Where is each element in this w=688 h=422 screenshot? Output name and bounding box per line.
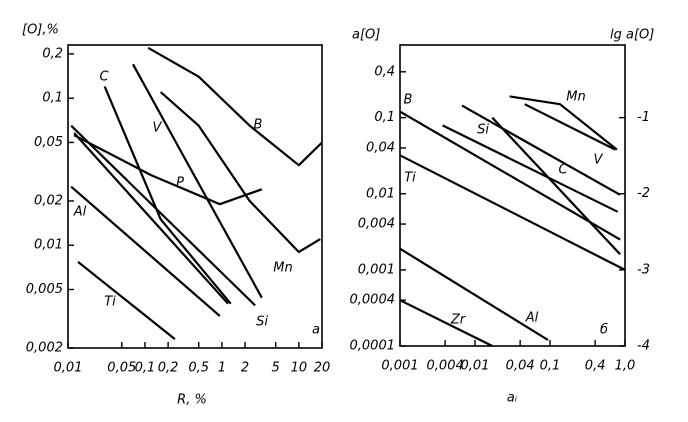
curve <box>524 103 616 151</box>
curve <box>509 95 618 151</box>
curve <box>70 124 256 307</box>
curve-label: V <box>594 153 604 168</box>
y2-tick-label: -3 <box>637 262 650 277</box>
curve <box>103 86 232 305</box>
curve-label: P <box>176 176 184 191</box>
plot-frame <box>67 44 323 349</box>
y-tick-label: 0,001 <box>358 262 395 277</box>
curve <box>70 185 221 317</box>
x-tick-label: 0,04 <box>506 359 535 374</box>
curve <box>399 247 549 341</box>
y-tick-label: 0,004 <box>358 217 395 232</box>
x-tick-label: 2 <box>241 361 249 376</box>
x-tick-label: 20 <box>314 361 331 376</box>
curve-label: Si <box>477 123 489 138</box>
curve-label: B <box>254 118 263 133</box>
panel-label: a <box>312 323 320 338</box>
x-tick-label: 0,001 <box>381 359 418 374</box>
curve-label: Si <box>256 315 268 330</box>
y-tick-label: 0,2 <box>42 46 63 61</box>
curve-label: Zr <box>450 313 467 328</box>
curve <box>442 124 619 213</box>
curve <box>132 63 263 299</box>
y2-axis-title: lg a[O] <box>610 28 654 43</box>
curve <box>147 46 323 167</box>
curve-label: Al <box>525 311 539 326</box>
curve <box>399 110 621 241</box>
x-tick-label: 0,4 <box>585 359 606 374</box>
curve-label: Mn <box>273 261 292 276</box>
y-tick-label: 0,01 <box>34 238 63 253</box>
curve <box>399 299 493 347</box>
y-axis-title: [O],% <box>22 23 59 38</box>
y-tick-label: 0,005 <box>26 282 63 297</box>
curve <box>461 104 621 196</box>
y2-tick-label: -2 <box>637 186 650 201</box>
y-tick-label: 0,01 <box>366 186 395 201</box>
curve-label: C <box>99 70 109 85</box>
x-tick-label: 0,01 <box>54 361 83 376</box>
curve-label: V <box>153 121 163 136</box>
y-tick-label: 0,002 <box>26 341 63 356</box>
y-tick-label: 0,4 <box>374 64 395 79</box>
y-tick-label: 0,0004 <box>350 293 396 308</box>
x-tick-label: 10 <box>291 361 308 376</box>
y2-tick-label: -1 <box>637 110 650 125</box>
curve-label: Ti <box>104 295 116 310</box>
y-tick-label: 0,0001 <box>350 339 396 354</box>
x-axis-title: aᵢ <box>507 391 518 406</box>
curve <box>73 134 263 206</box>
y2-tick-label: -4 <box>637 339 650 354</box>
x-axis-title: R, % <box>177 393 207 408</box>
curve-label: B <box>404 93 413 108</box>
x-tick-label: 0,1 <box>135 361 156 376</box>
y-tick-label: 0,02 <box>34 193 63 208</box>
x-tick-label: 0,5 <box>188 361 209 376</box>
y-tick-label: 0,04 <box>366 140 395 155</box>
curve <box>399 154 626 271</box>
x-tick-label: 0,2 <box>158 361 179 376</box>
x-tick-label: 1,0 <box>615 359 636 374</box>
y-axis-title: a[O] <box>352 28 380 43</box>
curve <box>491 116 621 256</box>
curve <box>73 132 229 305</box>
curve-label: Al <box>73 205 87 220</box>
curve <box>159 91 321 254</box>
x-tick-label: 0,1 <box>540 359 561 374</box>
panel-label: б <box>600 323 608 338</box>
x-tick-label: 0,004 <box>427 359 464 374</box>
x-tick-label: 0,01 <box>461 359 490 374</box>
x-tick-label: 0,05 <box>107 361 136 376</box>
x-tick-label: 5 <box>272 361 280 376</box>
curve-label: Ti <box>404 171 416 186</box>
plot-frame <box>399 44 626 347</box>
curve <box>77 261 176 340</box>
curve-label: Mn <box>566 90 585 105</box>
y-tick-label: 0,05 <box>34 135 63 150</box>
y-tick-label: 0,1 <box>42 91 63 106</box>
x-tick-label: 1 <box>218 361 226 376</box>
y-tick-label: 0,1 <box>374 110 395 125</box>
curve-label: C <box>558 163 568 178</box>
